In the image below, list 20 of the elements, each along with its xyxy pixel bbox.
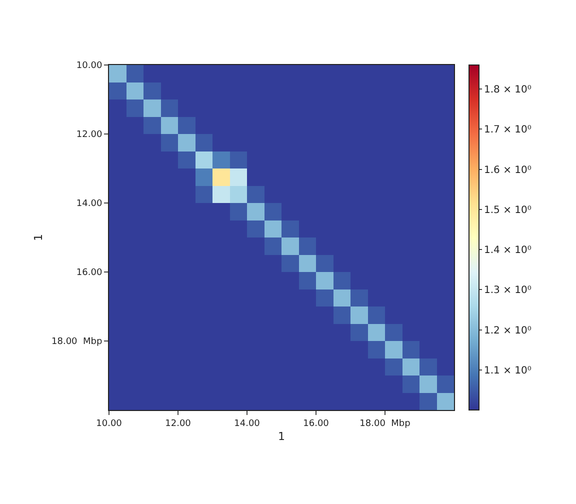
x-tick-label: 18.00 Mbp — [360, 418, 411, 429]
x-tick-label: 10.00 — [96, 418, 122, 429]
color-bar-label: 1.6 × 10⁰ — [484, 164, 532, 176]
y-tick-label: 18.00 Mbp — [52, 337, 102, 348]
y-axis-title: 1 — [32, 234, 46, 241]
y-tick-label: 14.00 — [76, 199, 102, 210]
color-bar-label: 1.3 × 10⁰ — [484, 285, 532, 296]
color-bar-label: 1.4 × 10⁰ — [484, 245, 532, 256]
y-tick-label: 10.00 — [76, 61, 102, 72]
y-tick-label: 16.00 — [76, 268, 102, 278]
color-bar-label: 1.1 × 10⁰ — [484, 365, 532, 376]
x-tick-label: 16.00 — [303, 418, 330, 429]
y-tick-label: 12.00 — [76, 130, 102, 140]
color-bar-label: 1.5 × 10⁰ — [484, 204, 532, 216]
color-bar-label: 1.2 × 10⁰ — [484, 325, 532, 336]
x-tick-label: 12.00 — [165, 418, 192, 429]
x-tick-label: 14.00 — [234, 418, 260, 429]
color-bar-label: 1.7 × 10⁰ — [484, 124, 532, 136]
color-bar-label: 1.8 × 10⁰ — [484, 84, 532, 96]
x-axis-title: 1 — [278, 430, 285, 443]
